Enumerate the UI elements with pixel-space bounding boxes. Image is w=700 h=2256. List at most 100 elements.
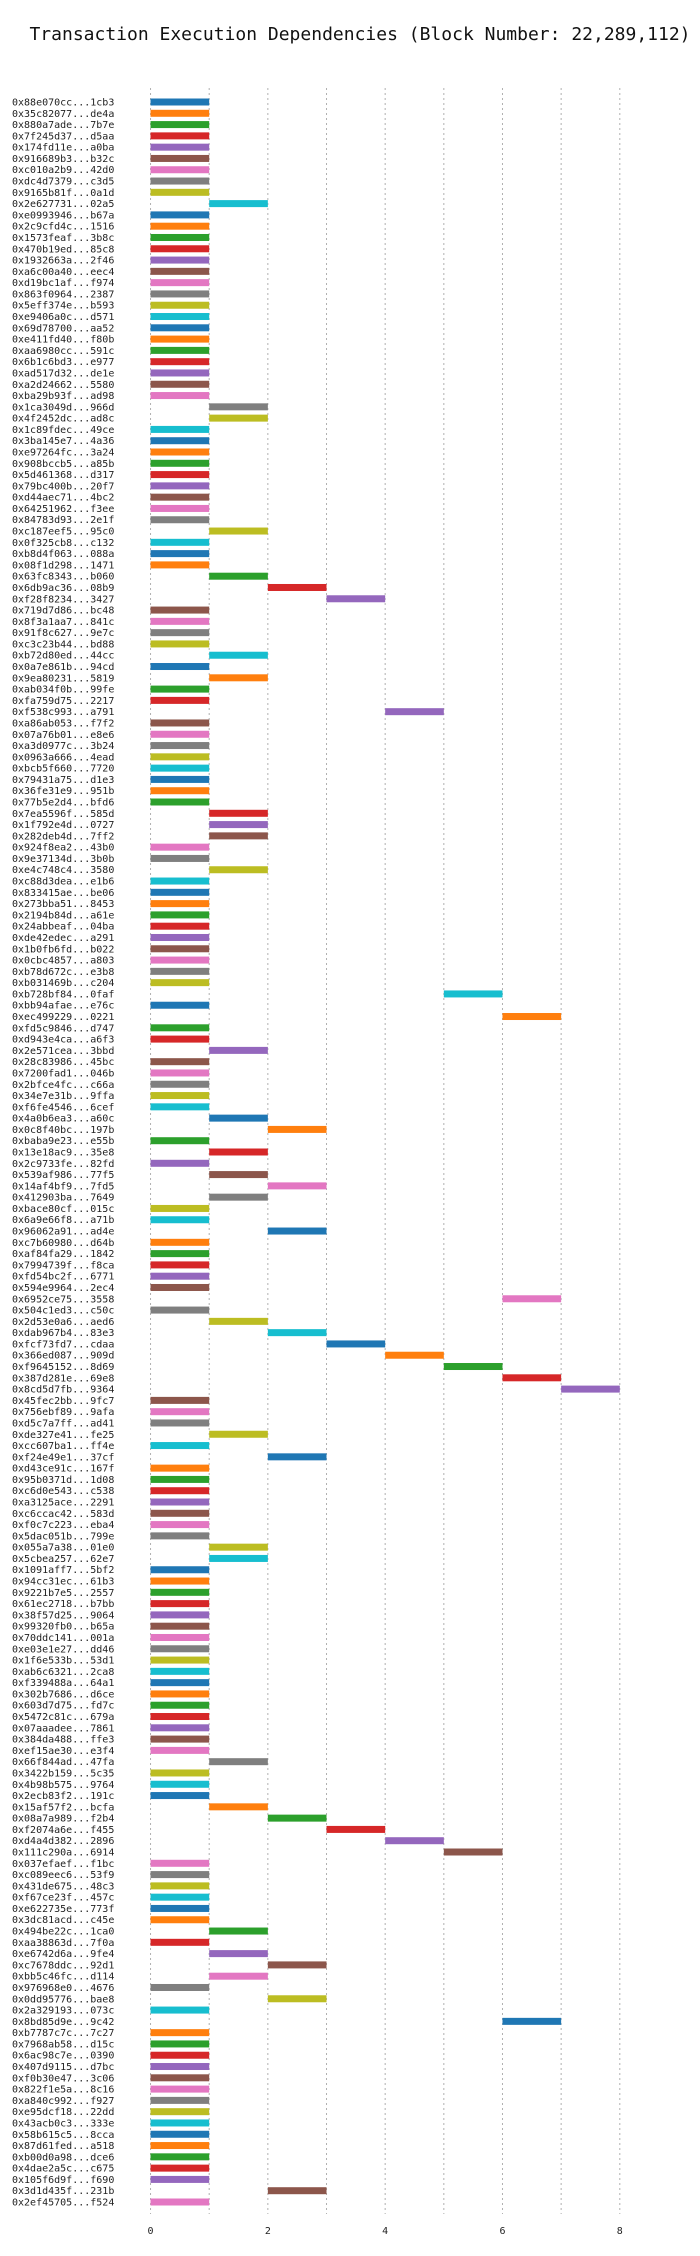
transaction-bar [150,132,210,140]
transaction-bar [150,1137,210,1145]
y-tick-label: 0x6b1c6bd3...e977 [12,357,114,368]
y-tick-label: 0xc7678ddc...92d1 [12,1960,114,1971]
y-tick-label: 0xe4c748c4...3580 [12,865,114,876]
transaction-bar [150,1679,210,1687]
transaction-bar [209,1148,268,1156]
y-tick-label: 0xb8d4f063...088a [12,549,114,560]
transaction-bar [150,1306,210,1314]
y-tick-label: 0xdab967b4...83e3 [12,1328,114,1339]
transaction-bar [150,730,210,738]
transaction-bar [150,1882,210,1890]
y-tick-label: 0xa3125ace...2291 [12,1498,114,1509]
y-tick-label: 0x45fec2bb...9fc7 [12,1396,114,1407]
transaction-bar [150,380,210,388]
transaction-bar [150,188,210,196]
y-tick-label: 0x3d1d435f...231b [12,2186,114,2197]
transaction-bar [150,1577,210,1585]
y-tick-label: 0x1f6e533b...53d1 [12,1656,114,1667]
y-tick-label: 0x58b615c5...8cca [12,2130,114,2141]
y-tick-label: 0x2d53e0a6...aed6 [12,1317,114,1328]
transaction-bar [150,459,210,467]
y-tick-label: 0x43acb0c3...333e [12,2118,114,2129]
x-tick-label: 8 [617,2226,623,2237]
transaction-bar [150,1600,210,1608]
y-tick-label: 0x38f57d25...9064 [12,1610,114,1621]
transaction-bar [209,1171,268,1179]
transaction-bar [267,1329,327,1337]
transaction-bar [150,2006,210,2014]
y-tick-label: 0x6db9ac36...08b9 [12,583,114,594]
y-tick-label: 0xaf84fa29...1842 [12,1249,114,1260]
y-tick-label: 0x63fc8343...b060 [12,572,114,583]
transaction-bar [385,1837,444,1845]
y-tick-label: 0x6ac98c7e...0390 [12,2051,114,2062]
transaction-bar [150,911,210,919]
transaction-bar [150,798,210,806]
y-tick-label: 0x594e9964...2ec4 [12,1283,114,1294]
transaction-bar [150,166,210,174]
transaction-bar [150,1408,210,1416]
y-tick-label: 0x908bccb5...a85b [12,459,114,470]
y-tick-label: 0x2ecb83f2...191c [12,1791,114,1802]
transaction-bar [150,1622,210,1630]
transaction-bar [150,1204,210,1212]
y-tick-label: 0xba29b93f...ad98 [12,391,114,402]
y-tick-label: 0x70ddc141...001a [12,1633,114,1644]
y-tick-label: 0x2ef45705...f524 [12,2198,114,2209]
transaction-bar [150,2130,210,2138]
transaction-bar [150,933,210,941]
y-tick-label: 0x412903ba...7649 [12,1193,114,1204]
y-tick-label: 0x037efaef...f1bc [12,1859,114,1870]
transaction-bar [150,1238,210,1246]
transaction-bar [150,1611,210,1619]
transaction-bar [267,1453,327,1461]
y-tick-label: 0x822f1e5a...8c16 [12,2085,114,2096]
transaction-bar [150,956,210,964]
y-tick-label: 0x055a7a38...01e0 [12,1543,114,1554]
transaction-bar [150,109,210,117]
y-tick-label: 0xc6ccac42...583d [12,1509,114,1520]
y-tick-label: 0xa3d0977c...3b24 [12,741,114,752]
transaction-bar [150,358,210,366]
y-tick-label: 0x174fd11e...a0ba [12,143,114,154]
transaction-bar [150,1792,210,1800]
y-tick-label: 0x15af57f2...bcfa [12,1802,114,1813]
y-tick-label: 0x1932663a...2f46 [12,256,114,267]
y-tick-label: 0x5472c81c...679a [12,1712,114,1723]
y-tick-label: 0xf538c993...a791 [12,707,114,718]
y-tick-label: 0xe95dcf18...22dd [12,2107,114,2118]
y-tick-label: 0x6952ce75...3558 [12,1294,114,1305]
y-tick-label: 0x69d78700...aa52 [12,323,114,334]
y-tick-label: 0x0a7e861b...94cd [12,662,114,673]
y-tick-label: 0x07aaadee...7861 [12,1723,114,1734]
y-tick-label: 0xc6d0e543...c538 [12,1486,114,1497]
transaction-bar [150,1746,210,1754]
transaction-bar [209,821,268,829]
transaction-bar [150,538,210,546]
x-tick-label: 2 [265,2226,271,2237]
y-tick-label: 0x3422b159...5c35 [12,1768,114,1779]
transaction-bar [150,1566,210,1574]
transaction-bar [267,1961,327,1969]
transaction-bar [150,685,210,693]
y-tick-label: 0x719d7d86...bc48 [12,606,114,617]
transaction-bar [150,2096,210,2104]
y-tick-label: 0x9e37134d...3b0b [12,854,114,865]
transaction-bar [209,1950,268,1958]
y-tick-label: 0x08f1d298...1471 [12,560,114,571]
transaction-bar [209,1046,268,1054]
y-tick-label: 0xe622735e...773f [12,1904,114,1915]
transaction-bar [150,1250,210,1258]
y-tick-label: 0x8f3a1aa7...841c [12,617,114,628]
y-tick-label: 0xe411fd40...f80b [12,335,114,346]
transaction-bar [150,787,210,795]
transaction-bar [150,640,210,648]
transaction-bar [150,324,210,332]
transaction-bar [150,1035,210,1043]
y-tick-label: 0xb78d672c...e3b8 [12,967,114,978]
y-tick-label: 0xf339488a...64a1 [12,1678,114,1689]
transaction-bar [150,143,210,151]
transaction-bar [150,1713,210,1721]
transaction-bar [150,2074,210,2082]
transaction-bar [150,1588,210,1596]
